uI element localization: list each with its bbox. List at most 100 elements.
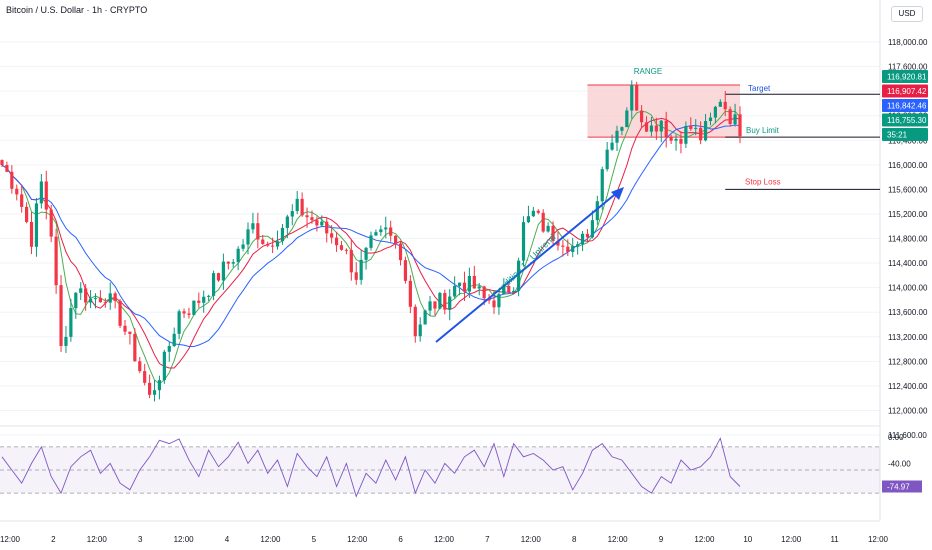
candle-body	[344, 249, 348, 251]
price-tick-label: 116,000.00	[888, 161, 928, 170]
time-tick-label: 12:00	[174, 535, 195, 544]
candle-body	[457, 282, 462, 286]
candle-body	[512, 290, 516, 293]
candle-body	[477, 286, 481, 289]
candle-body	[497, 294, 501, 308]
rsi-line	[1, 437, 741, 498]
candle-body	[280, 227, 285, 242]
price-badge	[882, 84, 928, 98]
candle-body	[20, 194, 24, 207]
rsi-band	[0, 446, 880, 494]
candle-body	[453, 285, 457, 297]
candle-body	[462, 282, 467, 292]
time-tick-label: 12:00	[87, 535, 108, 544]
candle-body	[398, 243, 403, 261]
price-tick-label: 113,600.00	[888, 308, 928, 317]
candle-body	[54, 236, 58, 286]
candle-body	[98, 298, 102, 303]
candle-body	[133, 333, 137, 362]
candle-body	[576, 244, 580, 246]
price-badge-text: 116,907.42	[887, 87, 927, 96]
buy-limit-label: Buy Limit	[746, 126, 780, 135]
range-box	[587, 84, 740, 138]
candle-body	[285, 216, 289, 228]
candle-body	[39, 181, 43, 204]
candle-body	[521, 222, 526, 261]
candle-body	[590, 220, 594, 238]
time-tick-label: 12:00	[608, 535, 629, 544]
price-badge-text: 116,842.46	[887, 102, 927, 111]
time-tick-label: 12:00	[521, 535, 542, 544]
candle-body	[128, 331, 132, 334]
candle-body	[192, 300, 196, 315]
uptrend-arrow-head	[611, 187, 624, 200]
candle-body	[625, 110, 629, 128]
price-tick-label: 115,200.00	[888, 210, 928, 219]
candle-body	[699, 127, 703, 141]
candle-body	[354, 272, 358, 280]
candle-body	[177, 311, 181, 334]
time-tick-label: 12:00	[0, 535, 21, 544]
candle-body	[216, 273, 221, 281]
price-tick-label: 115,600.00	[888, 185, 928, 194]
candle-body	[157, 380, 162, 391]
candle-body	[379, 229, 383, 233]
price-tick-label: 114,800.00	[888, 235, 928, 244]
candle-body	[290, 211, 294, 217]
candle-body	[674, 138, 678, 141]
time-tick-label: 11	[830, 535, 839, 544]
candle-body	[423, 310, 427, 325]
price-tick-label: 114,000.00	[888, 284, 928, 293]
candle-body	[413, 306, 417, 337]
candle-body	[703, 121, 708, 141]
price-tick-label: 111,600.00	[888, 431, 927, 440]
candle-body	[103, 302, 107, 304]
candle-body	[502, 285, 506, 295]
time-tick-label: 12:00	[868, 535, 889, 544]
candle-body	[34, 203, 39, 247]
candle-body	[443, 292, 447, 310]
candle-body	[349, 250, 353, 273]
time-tick-label: 7	[485, 535, 490, 544]
candle-body	[659, 120, 663, 132]
time-tick-label: 12:00	[781, 535, 802, 544]
time-tick-label: 4	[225, 535, 230, 544]
candle-body	[74, 292, 78, 309]
candle-body	[330, 233, 334, 238]
candle-body	[231, 262, 235, 264]
candle-body	[10, 171, 14, 189]
candle-body	[275, 241, 280, 247]
uptrend-arrow-line	[435, 190, 620, 343]
candle-body	[202, 296, 206, 303]
candle-body	[221, 261, 225, 281]
candle-body	[15, 188, 19, 195]
candle-body	[187, 313, 191, 315]
time-tick-label: 6	[398, 535, 403, 544]
candle-body	[369, 235, 373, 248]
candle-body	[49, 209, 53, 237]
candle-body	[403, 260, 408, 281]
time-tick-label: 9	[659, 535, 664, 544]
candle-body	[271, 245, 275, 247]
candle-body	[408, 280, 412, 307]
candle-body	[374, 232, 378, 236]
price-tick-label: 113,200.00	[888, 333, 928, 342]
currency-selector[interactable]: USD	[891, 6, 923, 22]
price-tick-label: 112,400.00	[888, 382, 928, 391]
price-badge-text: 35:21	[887, 131, 908, 140]
candle-body	[541, 212, 545, 232]
candle-body	[708, 117, 713, 122]
candle-body	[649, 125, 654, 132]
time-tick-label: 12:00	[260, 535, 281, 544]
candle-body	[433, 301, 437, 309]
price-badge	[882, 128, 928, 141]
candle-body	[118, 300, 122, 326]
candle-body	[5, 165, 9, 172]
candle-body	[236, 248, 240, 263]
candle-body	[123, 325, 127, 332]
rsi-tick-label: -40.00	[888, 459, 911, 468]
price-badge-text: 116,920.81	[887, 73, 927, 82]
time-tick-label: 12:00	[347, 535, 368, 544]
candle-body	[59, 285, 63, 346]
